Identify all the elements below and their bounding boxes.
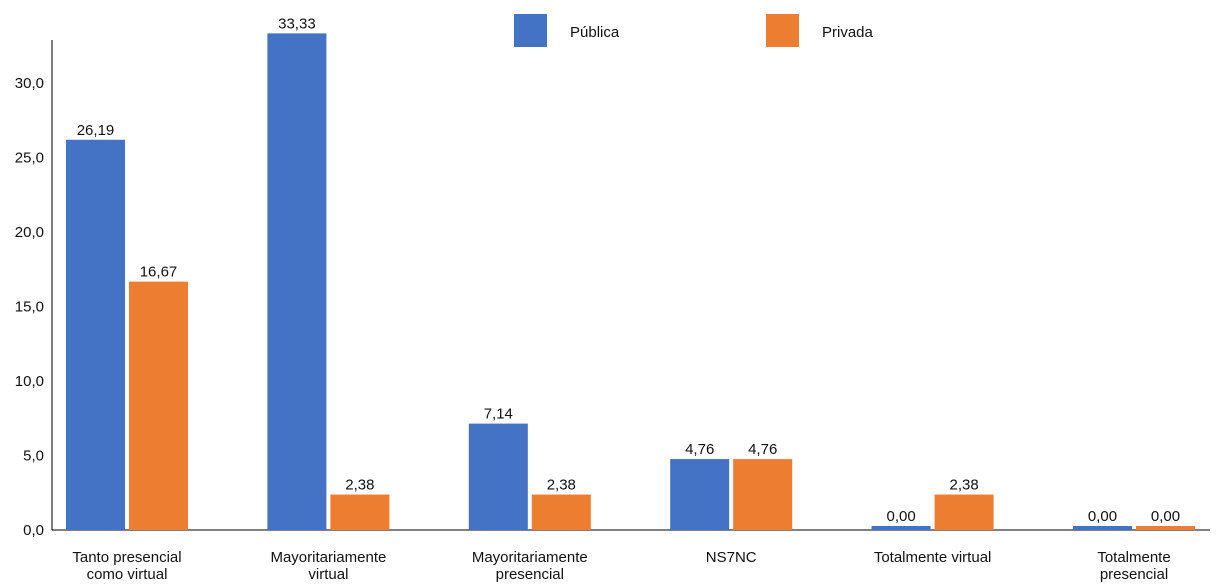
data-label: 0,00 bbox=[1151, 508, 1180, 525]
bar-publica bbox=[871, 526, 931, 530]
x-tick-label: Mayoritariamente virtual bbox=[270, 549, 386, 583]
category-labels: Tanto presencial como virtual Mayoritariam… bbox=[72, 549, 1170, 583]
data-label: 2,38 bbox=[345, 477, 374, 494]
bar-privada bbox=[531, 494, 591, 530]
y-tick-label: 5,0 bbox=[23, 448, 44, 465]
x-tick-label: Mayoritariamente presencial bbox=[472, 549, 588, 583]
bar-privada bbox=[733, 459, 793, 530]
data-labels: 26,19 16,67 33,33 2,38 7,14 2,38 4,76 4,76 0,00 2… bbox=[77, 15, 1180, 525]
bar-privada bbox=[330, 494, 390, 530]
y-axis: 0,0 5,0 10,0 15,0 20,0 25,0 30,0 bbox=[15, 40, 53, 539]
legend-swatch-privada bbox=[766, 14, 799, 47]
x-tick-label: Totalmente presencial bbox=[1097, 549, 1170, 583]
legend-label: Pública bbox=[570, 24, 620, 41]
bar-publica bbox=[66, 139, 125, 531]
data-label: 0,00 bbox=[886, 508, 915, 525]
legend: Pública Privada bbox=[514, 14, 874, 47]
y-tick-label: 0,0 bbox=[23, 522, 44, 539]
data-label: 0,00 bbox=[1088, 508, 1117, 525]
data-label: 7,14 bbox=[484, 406, 513, 423]
data-label: 2,38 bbox=[949, 477, 978, 494]
bar-privada bbox=[934, 494, 994, 530]
data-label: 26,19 bbox=[77, 122, 115, 139]
x-tick-label: Tanto presencial como virtual bbox=[72, 549, 181, 583]
data-label: 4,76 bbox=[685, 441, 714, 458]
x-tick-label: Totalmente virtual bbox=[874, 549, 992, 566]
y-tick-label: 30,0 bbox=[15, 75, 44, 92]
y-tick-label: 10,0 bbox=[15, 373, 44, 390]
legend-swatch-publica bbox=[514, 14, 547, 47]
x-tick-label: NS7NC bbox=[706, 549, 757, 566]
bar-publica bbox=[670, 459, 730, 530]
data-label: 2,38 bbox=[547, 477, 576, 494]
y-tick-label: 15,0 bbox=[15, 299, 44, 316]
bar-privada bbox=[129, 281, 188, 530]
data-label: 33,33 bbox=[278, 15, 316, 32]
bar-privada bbox=[1136, 526, 1195, 530]
bar-publica bbox=[1073, 526, 1132, 530]
data-label: 16,67 bbox=[140, 264, 178, 281]
legend-label: Privada bbox=[822, 24, 874, 41]
data-label: 4,76 bbox=[748, 441, 777, 458]
bar-publica bbox=[468, 423, 528, 530]
y-tick-label: 25,0 bbox=[15, 150, 44, 167]
y-tick-label: 20,0 bbox=[15, 224, 44, 241]
bars bbox=[66, 33, 1195, 531]
bar-publica bbox=[267, 33, 327, 531]
